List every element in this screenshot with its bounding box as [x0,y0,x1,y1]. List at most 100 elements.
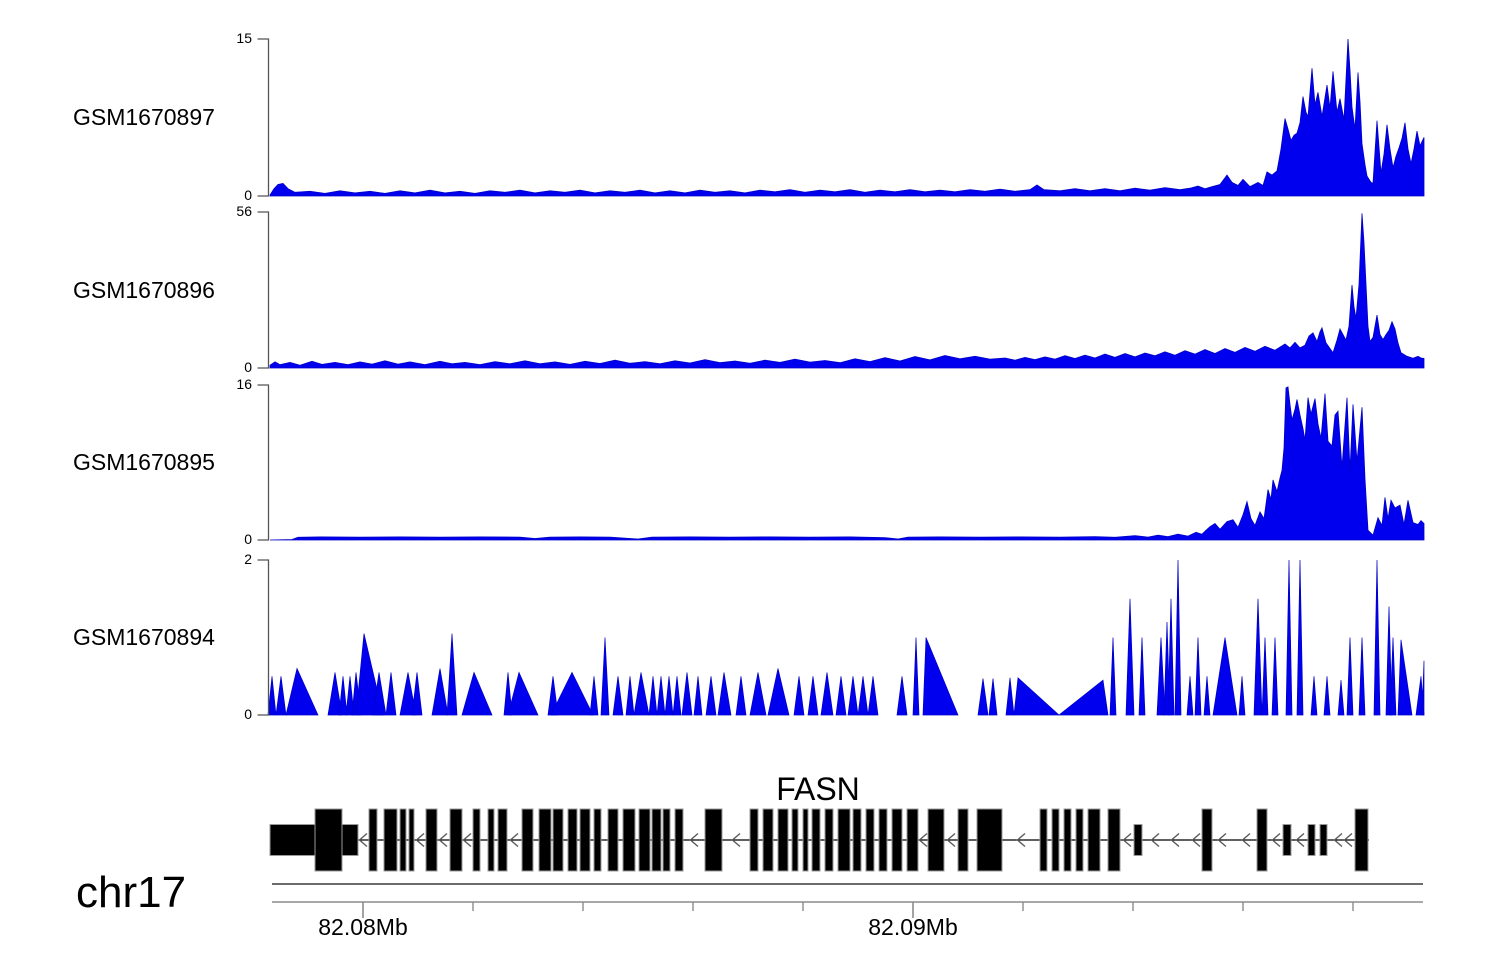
coverage-peak-gsm1670894 [1385,606,1393,716]
coverage-peak-gsm1670894 [446,633,458,716]
coverage-peak-gsm1670894 [1389,637,1397,716]
gene-exon [837,808,851,872]
coverage-peak-gsm1670894 [1167,598,1175,716]
strand-direction-arrow-icon [1217,832,1227,848]
gene-exon [552,808,564,872]
coverage-peak-gsm1670894 [1174,559,1182,716]
gene-exon [368,808,378,872]
coverage-peak-gsm1670894 [1109,637,1117,716]
strand-direction-arrow-icon [918,832,928,848]
gene-exon [777,808,789,872]
coverage-peak-gsm1670894 [275,676,287,716]
track4-ymax-label: 2 [244,551,252,567]
coverage-peak-gsm1670894 [1358,637,1366,716]
coverage-area-gsm1670895 [269,386,1425,541]
coverage-peak-gsm1670894 [345,676,355,716]
strand-direction-arrow-icon [1271,832,1281,848]
track-y-axis-gsm1670897 [257,38,270,197]
coverage-peak-gsm1670894 [820,672,834,716]
coverage-peak-gsm1670894 [988,678,998,716]
gene-exon [906,808,919,872]
coverage-peak-gsm1670894 [285,667,319,716]
gene-exon [662,808,671,872]
track1-ymax-label: 15 [236,30,252,46]
gene-exon [1039,808,1048,872]
gene-exon [383,808,398,872]
strand-direction-arrow-icon [731,832,741,848]
gene-exon [1063,808,1072,872]
strand-direction-arrow-icon [689,832,699,848]
coverage-peak-gsm1670894 [327,672,343,716]
coverage-peak-gsm1670894 [1261,637,1269,716]
coverage-peak-gsm1670894 [1253,598,1263,716]
gene-exon [622,808,636,872]
coverage-peak-gsm1670894 [1421,660,1425,716]
gene-exon [567,808,578,872]
gene-exon [1107,808,1121,872]
coverage-peak-gsm1670894 [672,676,682,716]
coverage-peak-gsm1670894 [749,672,767,716]
track-label-gsm1670894: GSM1670894 [73,624,215,650]
coverage-peak-gsm1670894 [1296,559,1304,716]
gene-exon [802,808,809,872]
coverage-area-gsm1670897 [269,38,1425,197]
track3-ymin-label: 0 [244,531,252,547]
coverage-peak-gsm1670894 [1203,676,1211,716]
gene-exon [762,808,774,872]
chromosome-label: chr17 [76,868,187,917]
strand-direction-arrow-icon [1191,832,1201,848]
track-label-gsm1670897: GSM1670897 [73,104,215,130]
coverage-peak-gsm1670894 [612,676,624,716]
gene-exon [811,808,821,872]
gene-utr-exon [1307,824,1316,856]
coverage-peak-gsm1670894 [912,637,920,716]
track2-ymin-label: 0 [244,359,252,375]
coverage-peak-gsm1670894 [767,668,790,716]
coverage-peak-gsm1670894 [867,676,879,716]
strand-direction-arrow-icon [1150,832,1160,848]
gene-exon [607,808,619,872]
coverage-peak-gsm1670894 [1186,676,1194,716]
coverage-peak-gsm1670894 [550,671,594,716]
coverage-peak-gsm1670894 [633,672,650,716]
coverage-peak-gsm1670894 [1285,559,1293,716]
track-y-axis-gsm1670895 [257,384,270,541]
coverage-peak-gsm1670894 [1238,676,1246,716]
coverage-peak-gsm1670894 [338,676,348,716]
gene-exon [638,808,651,872]
axis-tick-label-82-08mb: 82.08Mb [318,914,408,940]
gene-exon [1201,808,1213,872]
gene-utr-exon [1282,824,1292,856]
coverage-peak-gsm1670894 [1346,637,1354,716]
track-y-axis-gsm1670896 [257,211,270,369]
gene-exon [425,808,438,872]
coverage-area-gsm1670896 [269,213,1425,369]
track2-ymax-label: 56 [236,203,252,219]
gene-exon [791,808,799,872]
strand-direction-arrow-icon [1333,832,1343,848]
gene-exon [1256,808,1268,872]
strand-direction-arrow-icon [1241,832,1251,848]
coverage-peak-gsm1670894 [1337,680,1345,716]
strand-direction-arrow-icon [358,832,368,848]
coverage-peak-gsm1670894 [807,676,819,716]
coverage-peak-gsm1670894 [1057,679,1109,716]
coverage-peak-gsm1670894 [625,676,635,716]
coverage-peak-gsm1670894 [896,676,908,716]
coverage-peak-gsm1670894 [1156,637,1166,716]
coverage-peak-gsm1670894 [1310,676,1318,716]
coverage-peak-gsm1670894 [411,672,423,716]
gene-exon [314,808,343,872]
coverage-peak-gsm1670894 [1373,559,1381,716]
gene-exon [1075,808,1084,872]
strand-direction-arrow-icon [1170,832,1180,848]
coverage-peak-gsm1670894 [664,676,674,716]
gene-exon [1354,808,1369,872]
strand-direction-arrow-icon [509,832,519,848]
gene-exon [704,808,723,872]
coverage-peak-gsm1670894 [507,671,539,716]
gene-utr-exon [1319,824,1328,856]
gene-exon [878,808,888,872]
coverage-peak-gsm1670894 [681,672,693,716]
coverage-peak-gsm1670894 [1271,637,1279,716]
